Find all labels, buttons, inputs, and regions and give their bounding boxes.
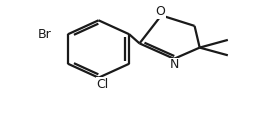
Text: O: O (155, 5, 165, 18)
Text: N: N (170, 58, 179, 71)
Text: Br: Br (38, 28, 52, 41)
Text: Cl: Cl (96, 78, 109, 90)
